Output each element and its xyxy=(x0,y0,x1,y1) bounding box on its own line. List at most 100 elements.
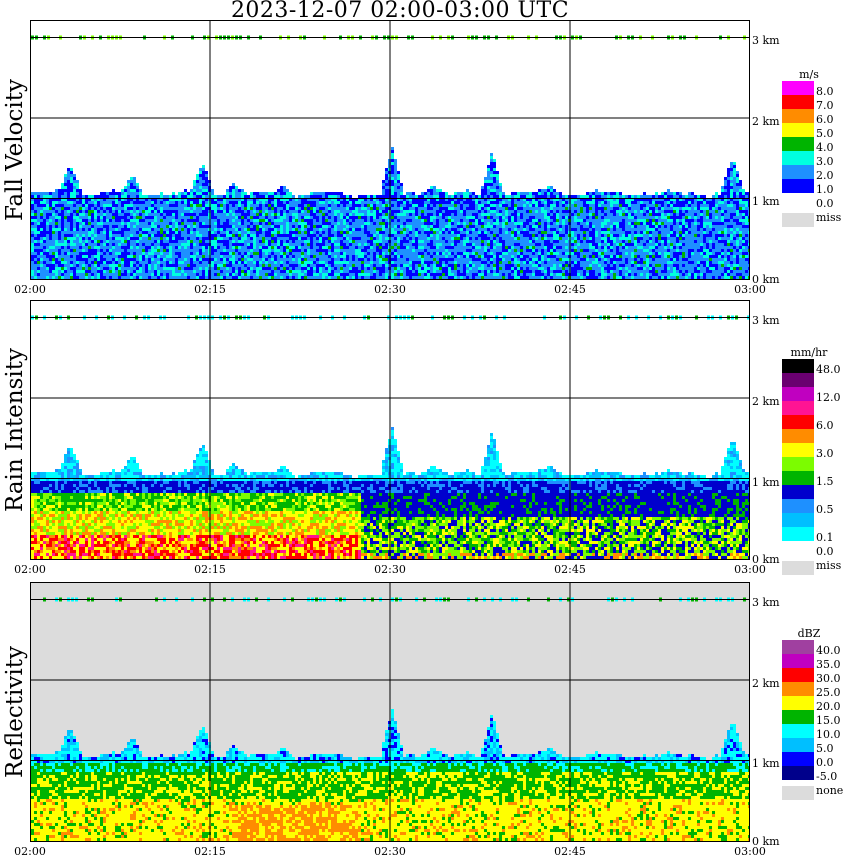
heatmap-cell xyxy=(514,195,517,198)
heatmap-cell xyxy=(493,276,496,279)
heatmap-cell xyxy=(385,273,388,276)
heatmap-cell xyxy=(193,180,196,183)
heatmap-cell xyxy=(61,243,64,246)
heatmap-cell xyxy=(268,240,271,243)
heatmap-cell xyxy=(97,210,100,213)
heatmap-cell xyxy=(445,237,448,240)
heatmap-cell xyxy=(169,231,172,234)
heatmap-cell xyxy=(415,228,418,231)
heatmap-cell xyxy=(166,243,169,246)
heatmap-cell xyxy=(73,201,76,204)
heatmap-cell xyxy=(49,204,52,207)
heatmap-cell xyxy=(448,258,451,261)
heatmap-cell xyxy=(382,270,385,273)
heatmap-cell xyxy=(520,264,523,267)
heatmap-cell xyxy=(490,267,493,270)
heatmap-cell xyxy=(331,192,334,195)
heatmap-cell xyxy=(421,225,424,228)
heatmap-cell xyxy=(268,267,271,270)
heatmap-cell xyxy=(58,213,61,216)
heatmap-cell xyxy=(286,243,289,246)
heatmap-cell xyxy=(46,249,49,252)
heatmap-cell xyxy=(70,276,73,279)
heatmap-cell xyxy=(430,255,433,258)
heatmap-cell xyxy=(331,225,334,228)
heatmap-cell xyxy=(415,201,418,204)
heatmap-cell xyxy=(298,243,301,246)
heatmap-cell xyxy=(31,264,34,267)
heatmap-cell xyxy=(526,234,529,237)
heatmap-cell xyxy=(214,246,217,249)
heatmap-cell xyxy=(235,237,238,240)
heatmap-cell xyxy=(172,243,175,246)
heatmap-cell xyxy=(412,219,415,222)
heatmap-cell xyxy=(238,204,241,207)
heatmap-cell xyxy=(193,201,196,204)
heatmap-cell xyxy=(424,240,427,243)
heatmap-cell xyxy=(40,240,43,243)
heatmap-cell xyxy=(394,174,397,177)
heatmap-cell xyxy=(397,231,400,234)
heatmap-cell xyxy=(232,264,235,267)
heatmap-cell xyxy=(241,219,244,222)
heatmap-cell xyxy=(445,243,448,246)
heatmap-cell xyxy=(391,213,394,216)
heatmap-cell xyxy=(466,231,469,234)
heatmap-cell xyxy=(103,198,106,201)
heatmap-cell xyxy=(475,231,478,234)
heatmap-cell xyxy=(457,267,460,270)
heatmap-cell xyxy=(334,243,337,246)
heatmap-cell xyxy=(505,270,508,273)
heatmap-cell xyxy=(502,249,505,252)
heatmap-cell xyxy=(55,192,58,195)
heatmap-cell xyxy=(493,240,496,243)
heatmap-cell xyxy=(40,255,43,258)
heatmap-cell xyxy=(433,261,436,264)
heatmap-cell xyxy=(427,195,430,198)
heatmap-cell xyxy=(283,261,286,264)
heatmap-cell xyxy=(454,234,457,237)
heatmap-cell xyxy=(226,258,229,261)
heatmap-cell xyxy=(310,198,313,201)
heatmap-cell xyxy=(436,222,439,225)
heatmap-cell xyxy=(247,231,250,234)
heatmap-cell xyxy=(223,252,226,255)
heatmap-cell xyxy=(79,225,82,228)
heatmap-cell xyxy=(118,240,121,243)
heatmap-cell xyxy=(46,240,49,243)
heatmap-cell xyxy=(286,234,289,237)
heatmap-cell xyxy=(292,237,295,240)
heatmap-cell xyxy=(493,267,496,270)
heatmap-cell xyxy=(367,276,370,279)
heatmap-cell xyxy=(358,219,361,222)
heatmap-cell xyxy=(292,270,295,273)
heatmap-cell xyxy=(76,186,79,189)
heatmap-cell xyxy=(46,222,49,225)
heatmap-cell xyxy=(505,243,508,246)
heatmap-cell xyxy=(214,270,217,273)
heatmap-cell xyxy=(418,249,421,252)
heatmap-cell xyxy=(280,207,283,210)
heatmap-cell xyxy=(412,213,415,216)
heatmap-cell xyxy=(499,219,502,222)
heatmap-cell xyxy=(274,210,277,213)
heatmap-cell xyxy=(442,216,445,219)
heatmap-cell xyxy=(280,243,283,246)
heatmap-cell xyxy=(61,276,64,279)
heatmap-cell xyxy=(277,249,280,252)
heatmap-cell xyxy=(136,192,139,195)
heatmap-cell xyxy=(313,273,316,276)
heatmap-cell xyxy=(271,228,274,231)
heatmap-cell xyxy=(343,276,346,279)
heatmap-cell xyxy=(331,234,334,237)
heatmap-cell xyxy=(271,216,274,219)
heatmap-cell xyxy=(424,246,427,249)
heatmap-cell xyxy=(205,252,208,255)
heatmap-cell xyxy=(346,213,349,216)
heatmap-cell xyxy=(133,222,136,225)
heatmap-cell xyxy=(292,276,295,279)
heatmap-cell xyxy=(199,225,202,228)
heatmap-cell xyxy=(382,228,385,231)
heatmap-cell xyxy=(427,243,430,246)
heatmap-cell xyxy=(283,192,286,195)
